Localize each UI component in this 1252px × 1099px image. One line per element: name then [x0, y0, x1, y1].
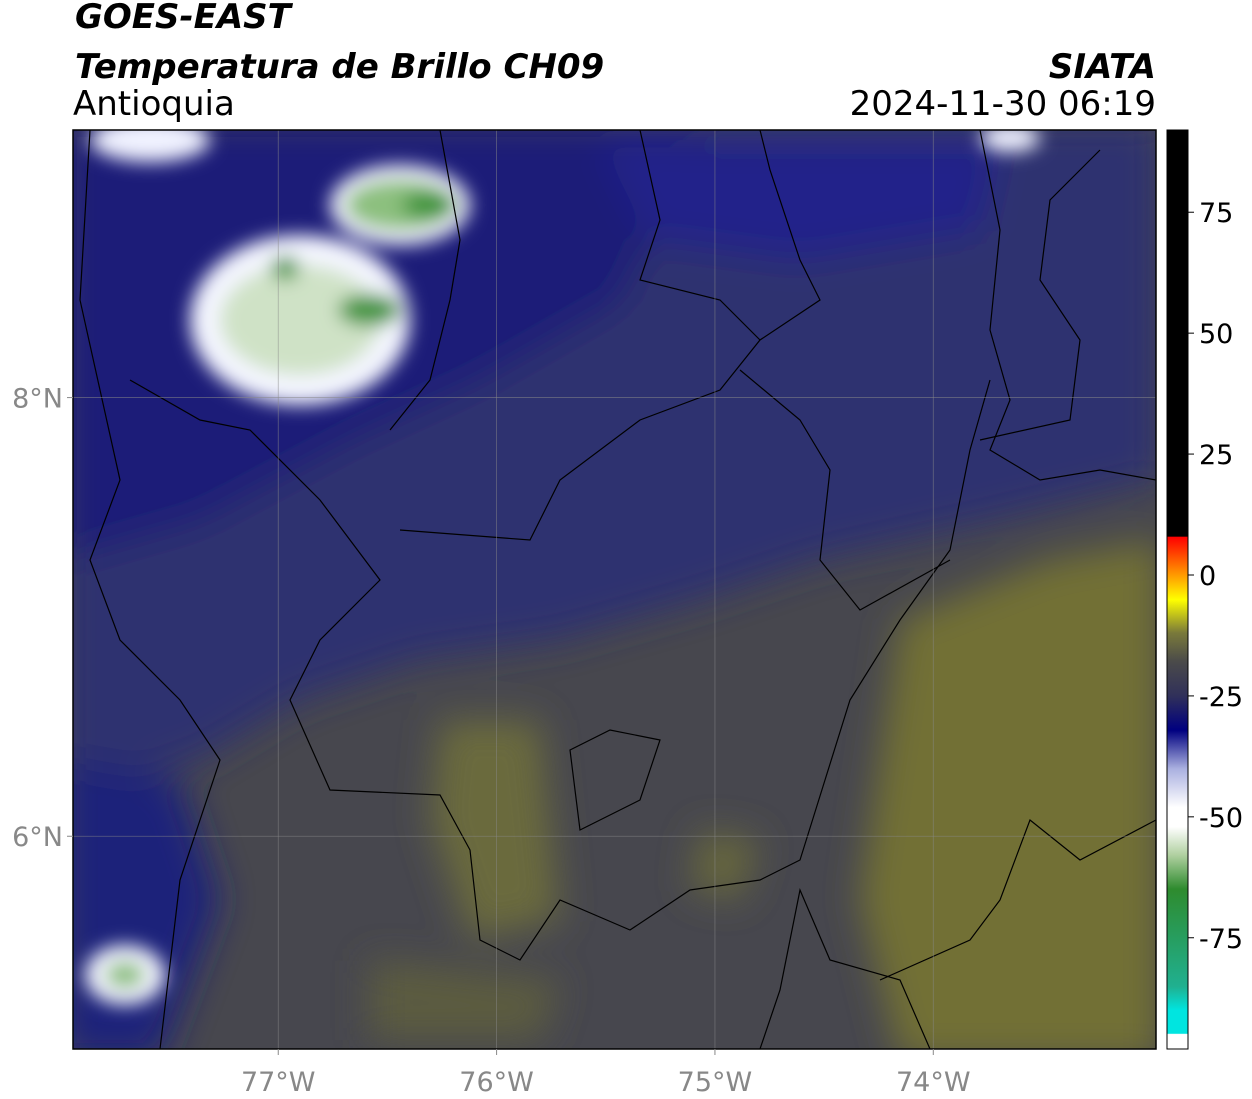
region: Antioquia	[73, 84, 235, 124]
x-tick-label: 76°W	[459, 1067, 534, 1098]
colorbar-tick-label: 50	[1199, 319, 1233, 350]
x-tick-label: 77°W	[241, 1067, 316, 1098]
colorbar-tick-label: -50	[1199, 803, 1243, 834]
map-field	[73, 130, 1156, 1049]
colorbar-tick-label: -25	[1199, 682, 1243, 713]
colorbar-tick-label: -75	[1199, 924, 1243, 955]
x-tick-label: 74°W	[896, 1067, 971, 1098]
colorbar	[1166, 129, 1189, 1050]
title: GOES-EAST	[75, 0, 294, 37]
grid	[73, 130, 1156, 1049]
subtitle: Temperatura de Brillo CH09	[75, 47, 604, 87]
x-tick-label: 75°W	[678, 1067, 753, 1098]
colorbar-tick-label: 0	[1199, 561, 1216, 592]
y-tick-label: 8°N	[12, 384, 63, 415]
map-frame	[72, 129, 1157, 1050]
colorbar-tick-label: 75	[1199, 198, 1233, 229]
colorbar-tick-label: 25	[1199, 440, 1233, 471]
source: SIATA	[1049, 47, 1156, 87]
y-tick-label: 6°N	[12, 822, 63, 853]
datetime: 2024-11-30 06:19	[850, 84, 1156, 124]
